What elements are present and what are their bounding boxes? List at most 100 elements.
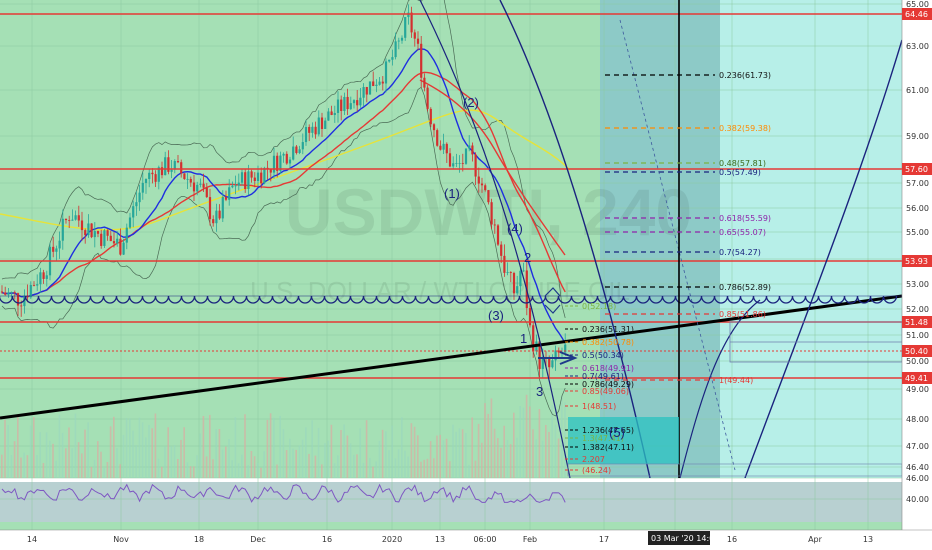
candle-body <box>455 163 458 164</box>
time-tick-label: 13 <box>863 535 873 544</box>
candle-body <box>349 103 352 110</box>
volume-bar <box>189 466 192 478</box>
volume-bar <box>474 460 477 478</box>
fib-right-label: 1(49.44) <box>719 376 753 385</box>
volume-bar <box>407 456 409 478</box>
volume-bar <box>164 446 166 478</box>
volume-bar <box>17 414 19 478</box>
candle-body <box>180 162 183 174</box>
volume-bar <box>39 432 41 478</box>
forecast-zone-right <box>720 0 902 478</box>
candle-body <box>279 155 282 171</box>
fib-left-label: 1.382(47.11) <box>582 443 634 452</box>
fib-left-label: 0.7(49.61) <box>582 372 624 381</box>
candle-body <box>343 96 346 111</box>
volume-bar <box>1 454 3 478</box>
price-tick-label: 48.00 <box>906 415 929 424</box>
candle-body <box>205 187 208 198</box>
volume-bar <box>106 462 109 478</box>
volume-bar <box>378 440 381 478</box>
wave-label: (1) <box>444 186 460 201</box>
volume-bar <box>519 406 521 478</box>
drawings[interactable] <box>0 0 902 478</box>
volume-bar <box>372 466 374 478</box>
volume-bar <box>289 438 291 478</box>
volume-bar <box>532 429 534 478</box>
candle-body <box>77 215 80 221</box>
volume-bar <box>362 462 365 478</box>
volume-bar <box>564 402 566 478</box>
volume-bar <box>292 448 294 478</box>
volume-bar <box>471 417 473 478</box>
candle-body <box>4 292 7 295</box>
fib-levels: 0.236(61.73)0.382(59.38)0.48(57.81)0.5(5… <box>565 71 771 475</box>
volume-bar <box>493 428 496 478</box>
volume-bar <box>183 427 185 478</box>
candle-body <box>458 163 461 164</box>
price-tick-label: 61.00 <box>906 86 929 95</box>
volume-bar <box>529 406 531 478</box>
arc-left-outer <box>499 0 651 478</box>
volume-bar <box>129 418 131 478</box>
volume-bar <box>548 431 550 478</box>
candle-body <box>61 218 64 241</box>
volume-bar <box>180 439 182 478</box>
candle-body <box>29 284 32 298</box>
candle-body <box>231 185 234 188</box>
ma-red-line <box>1 71 566 298</box>
fib-left-label: 0(52.18) <box>582 302 616 311</box>
volume-bar <box>148 424 150 478</box>
candle-body <box>397 40 400 42</box>
candle-body <box>410 12 413 33</box>
time-tick-label: 13 <box>435 535 445 544</box>
volume-bar <box>167 427 169 478</box>
volume-bar <box>327 440 329 478</box>
candle-body <box>288 159 292 164</box>
fib-right-label: 0.65(55.07) <box>719 228 766 237</box>
candle-body <box>356 100 359 106</box>
volume-bar <box>413 426 416 478</box>
volume-bar <box>503 425 505 478</box>
candle-body <box>282 153 285 156</box>
candle-body <box>36 284 39 286</box>
candle-body <box>138 192 141 203</box>
wave-labels: (1) (2) (3) (4) (5) 1 2 3 <box>444 95 625 440</box>
time-tick-label: 2020 <box>382 535 402 544</box>
candle-body <box>247 171 250 190</box>
volume-bar <box>122 434 125 478</box>
volume-bar <box>545 424 547 478</box>
candle-body <box>564 344 567 353</box>
volume-bar <box>61 432 64 478</box>
volume-bar <box>353 454 355 478</box>
candle-body <box>0 291 4 293</box>
candle-body <box>208 197 212 220</box>
volume-bar <box>247 465 249 478</box>
time-axis[interactable] <box>0 530 932 550</box>
volume-bar <box>135 445 137 478</box>
volume-bar <box>263 451 265 478</box>
candle-body <box>128 217 132 228</box>
volume-bar <box>119 464 121 478</box>
volume-bar <box>215 429 217 478</box>
volume-bar <box>97 441 99 478</box>
time-tick-label: Dec <box>250 535 265 544</box>
volume-bar <box>170 446 173 478</box>
candle-body <box>164 157 167 176</box>
price-label: 49.41 <box>905 374 928 383</box>
volume-bar <box>282 429 285 478</box>
volume-bar <box>436 435 438 478</box>
candle-body <box>311 126 314 133</box>
fib-right-label: 0.48(57.81) <box>719 159 766 168</box>
volume-bar <box>500 447 502 478</box>
price-tick-label: 47.00 <box>906 442 929 451</box>
candle-body <box>480 183 484 186</box>
wave-label: (2) <box>463 95 479 110</box>
volume-bar <box>266 419 269 478</box>
candle-body <box>378 81 381 85</box>
candle-body <box>199 183 202 185</box>
candle-body <box>439 145 442 150</box>
candle-body <box>557 350 560 353</box>
highlighted-date-label: 03 Mar '20 14:00 <box>651 534 719 543</box>
